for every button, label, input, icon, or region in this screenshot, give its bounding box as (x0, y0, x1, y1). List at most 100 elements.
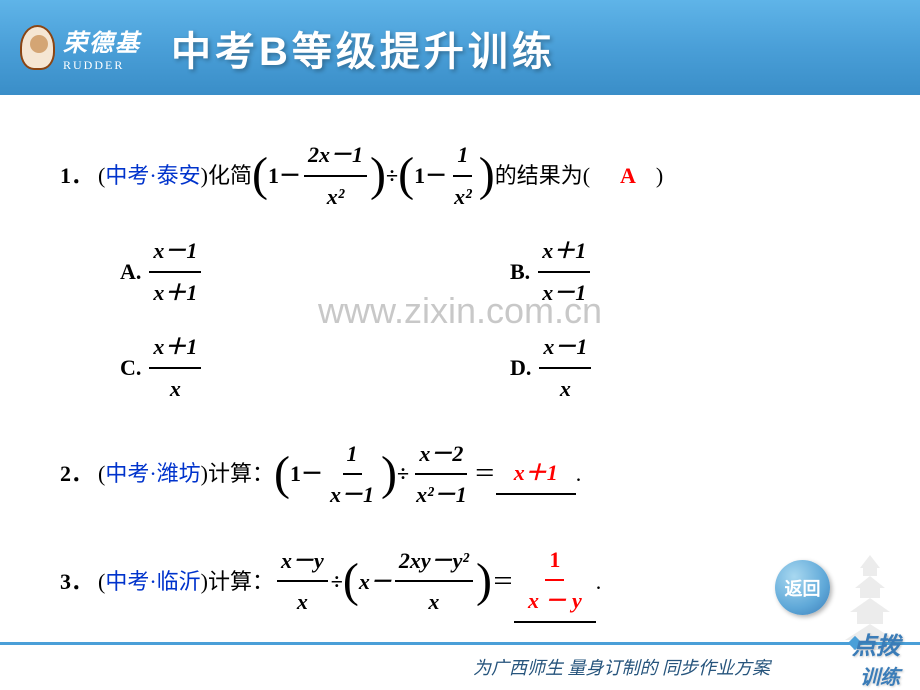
logo-portrait-icon (20, 25, 55, 70)
fraction: 2xy－y² x (395, 541, 473, 622)
lparen-icon: ( (252, 156, 268, 194)
text-before: 计算： (208, 454, 274, 494)
fraction: 1 x－1 (326, 434, 378, 515)
rparen-icon: ) (479, 156, 495, 194)
frac-den: x² (450, 177, 476, 217)
page-title: 中考B等级提升训练 (171, 19, 556, 77)
text-before: 计算： (208, 562, 274, 602)
frac-num: x－1 (539, 327, 591, 369)
option-b: B. x＋1 x－1 (510, 231, 860, 312)
back-button[interactable]: 返回 (775, 560, 830, 615)
problem-number: 1． (60, 156, 93, 196)
paren-open: ( (98, 454, 105, 494)
expr-group: ( 1－ 1 x－1 ) (274, 434, 397, 515)
logo-area: 荣德基 RUDDER (20, 23, 141, 73)
frac-num: x－y (277, 541, 328, 583)
paren-close: ) (201, 156, 208, 196)
frac-den: x² (323, 177, 349, 217)
option-c: C. x＋1 x (120, 327, 470, 408)
fraction: x－2 x²－1 (412, 434, 471, 515)
answer-3: 1 x － y (524, 540, 586, 621)
logo-cn: 荣德基 (63, 23, 141, 58)
expr-2: x－ (359, 562, 392, 602)
problem-source: 中考·潍坊 (105, 454, 200, 494)
op: ÷ (386, 156, 398, 196)
problem-number: 3． (60, 562, 93, 602)
problem-source: 中考·临沂 (105, 562, 200, 602)
problem-1-line: 1． ( 中考·泰安 ) 化简 ( 1－ 2x－1 x² ) ÷ ( 1－ 1 … (60, 135, 860, 216)
text-after: 的结果为( (495, 156, 590, 196)
paren-open: ( (98, 156, 105, 196)
fraction: x－1 x (539, 327, 591, 408)
fraction: x－1 x＋1 (149, 231, 201, 312)
ans-num: 1 (545, 540, 564, 582)
expr-group: ( x－ 2xy－y² x ) (343, 541, 492, 622)
frac-den: x (293, 582, 312, 622)
frac-den: x－1 (326, 475, 378, 515)
option-d: D. x－1 x (510, 327, 860, 408)
expr-group-1: ( 1－ 2x－1 x² ) (252, 135, 386, 216)
option-label: B. (510, 252, 530, 292)
logo-text: 荣德基 RUDDER (63, 23, 141, 73)
rparen-icon: ) (370, 156, 386, 194)
paren-close: ) (201, 454, 208, 494)
answer-2: x＋1 (514, 460, 558, 485)
text-before: 化简 (208, 156, 252, 196)
frac-num: x＋1 (538, 231, 590, 273)
rparen-icon: ) (476, 562, 492, 600)
header-bar: 荣德基 RUDDER 中考B等级提升训练 (0, 0, 920, 95)
option-a: A. x－1 x＋1 (120, 231, 470, 312)
problem-source: 中考·泰安 (105, 156, 200, 196)
fraction: x＋1 x－1 (538, 231, 590, 312)
ans-den: x － y (524, 581, 586, 621)
option-label: C. (120, 348, 141, 388)
frac-den: x (424, 582, 443, 622)
problem-number: 2． (60, 454, 93, 494)
fraction: 2x－1 x² (304, 135, 367, 216)
problem-3: 3． ( 中考·临沂 ) 计算： x－y x ÷ ( x－ 2xy－y² x )… (60, 540, 860, 623)
frac-num: x－2 (415, 434, 467, 476)
paren-close: ) (201, 562, 208, 602)
fraction: x－y x (277, 541, 328, 622)
frac-num: 2x－1 (304, 135, 367, 177)
problem-2-line: 2． ( 中考·潍坊 ) 计算： ( 1－ 1 x－1 ) ÷ x－2 x²－1… (60, 434, 860, 515)
option-label: D. (510, 348, 531, 388)
frac-den: x (556, 369, 575, 409)
footer-divider (0, 642, 920, 645)
logo-en: RUDDER (63, 58, 141, 73)
footer-logo-sub: 训练 (852, 661, 900, 690)
answer-1: A (620, 156, 636, 196)
paren-open: ( (98, 562, 105, 602)
problem-2: 2． ( 中考·潍坊 ) 计算： ( 1－ 1 x－1 ) ÷ x－2 x²－1… (60, 434, 860, 515)
frac-num: x＋1 (149, 327, 201, 369)
problem-3-line: 3． ( 中考·临沂 ) 计算： x－y x ÷ ( x－ 2xy－y² x )… (60, 540, 860, 623)
frac-den: x²－1 (412, 475, 471, 515)
lparen-icon: ( (274, 455, 290, 493)
text-end: . (596, 562, 602, 602)
frac-den: x＋1 (149, 273, 201, 313)
option-label: A. (120, 252, 141, 292)
rparen-icon: ) (381, 455, 397, 493)
expr-2: 1－ (414, 156, 447, 196)
fraction: x＋1 x (149, 327, 201, 408)
text-after: ＝ (492, 562, 514, 602)
expr-1: 1－ (290, 454, 323, 494)
text-end: . (576, 454, 582, 494)
text-end: ) (656, 156, 663, 196)
footer-logo: 点拨 训练 (852, 626, 900, 690)
frac-num: 1 (343, 434, 362, 476)
options-grid: A. x－1 x＋1 B. x＋1 x－1 C. x＋1 x (120, 231, 860, 408)
problem-1: 1． ( 中考·泰安 ) 化简 ( 1－ 2x－1 x² ) ÷ ( 1－ 1 … (60, 135, 860, 409)
op: ÷ (331, 562, 343, 602)
footer-logo-main: 点拨 (852, 634, 900, 660)
answer-blank: x＋1 (496, 453, 576, 495)
expr-group-2: ( 1－ 1 x² ) (398, 135, 495, 216)
frac-num: 1 (453, 135, 472, 177)
lparen-icon: ( (343, 562, 359, 600)
lparen-icon: ( (398, 156, 414, 194)
back-button-label: 返回 (785, 575, 821, 601)
answer-blank: 1 x － y (514, 540, 596, 623)
op: ÷ (397, 454, 409, 494)
expr-1: 1－ (268, 156, 301, 196)
text-after: ＝ (474, 454, 496, 494)
